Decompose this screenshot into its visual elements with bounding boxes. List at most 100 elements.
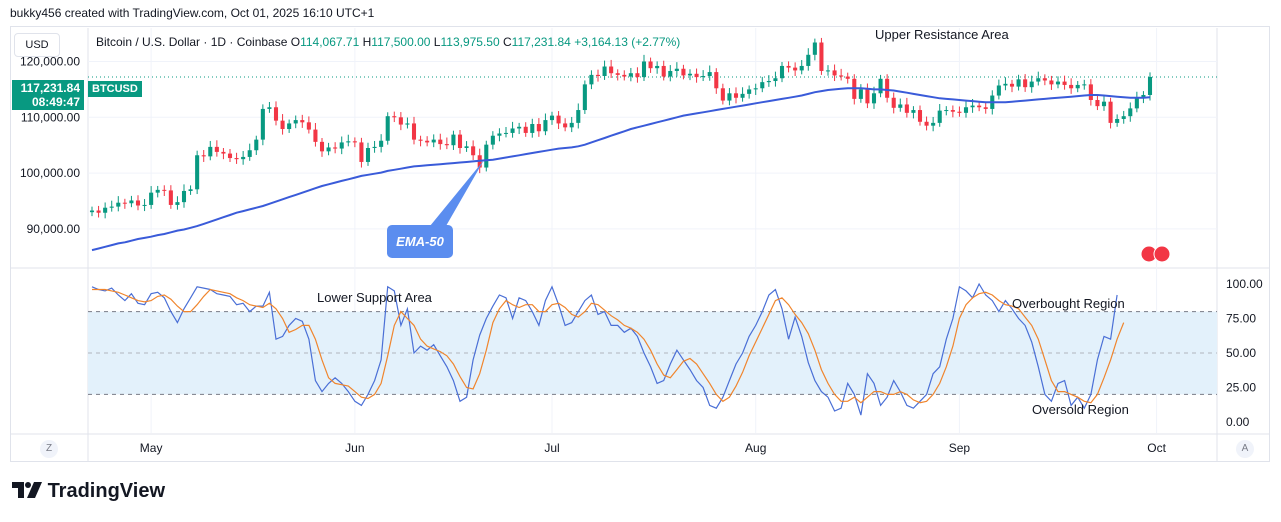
symbol-badge: BTCUSD [88, 81, 142, 97]
candle-body [819, 42, 824, 71]
candle-body [681, 68, 686, 76]
candle-body [1134, 98, 1139, 109]
time-tick-label: Oct [1147, 441, 1166, 455]
candle-body [885, 78, 890, 98]
currency-button[interactable]: USD [14, 33, 60, 57]
candle-body [845, 76, 850, 79]
candle-body [1069, 84, 1074, 89]
candle-body [753, 88, 758, 90]
candle-body [247, 150, 252, 157]
ema-callout-pointer [430, 160, 484, 226]
candle-body [924, 121, 929, 126]
candle-body [937, 110, 942, 123]
candle-body [444, 144, 449, 146]
candle-body [977, 105, 982, 108]
time-tick-label: Sep [949, 441, 971, 455]
legend-high: H117,500.00 [362, 35, 431, 49]
candle-body [779, 65, 785, 79]
candle-body [1088, 84, 1093, 100]
candle-body [1101, 101, 1107, 107]
candle-body [438, 139, 443, 145]
candle-body [865, 89, 870, 104]
candle-body [464, 146, 469, 148]
overbought-annotation: Overbought Region [1012, 296, 1125, 311]
time-tick-label: Jul [544, 441, 559, 455]
candle-body [996, 85, 1001, 96]
candle-body [1121, 116, 1126, 119]
candle-body [221, 151, 226, 154]
candle-body [549, 115, 555, 121]
candle-body [799, 65, 804, 71]
candle-body [89, 210, 95, 213]
candle-body [1075, 84, 1080, 89]
candle-body [484, 144, 489, 168]
candle-body [333, 147, 338, 149]
candle-body [668, 70, 673, 77]
candle-body [346, 141, 351, 143]
candle-body [595, 74, 601, 76]
candle-body [871, 93, 877, 104]
candle-body [326, 147, 331, 152]
candle-body [694, 73, 699, 78]
candle-body [1062, 81, 1067, 85]
candle-body [858, 89, 863, 99]
candle-body [96, 210, 101, 213]
candle-body [372, 146, 377, 148]
candle-body [760, 82, 765, 89]
candle-body [622, 74, 627, 77]
candle-body [911, 110, 916, 113]
candle-body [786, 65, 791, 68]
candle-body [1128, 108, 1133, 117]
candle-body [832, 70, 837, 76]
scale-left-button[interactable]: Z [40, 440, 58, 458]
candle-body [891, 97, 896, 108]
candle-body [510, 128, 515, 133]
candle-body [793, 67, 798, 71]
candle-body [615, 73, 620, 75]
candle-body [628, 73, 633, 77]
auto-scale-button[interactable]: A [1236, 440, 1254, 458]
candle-body [181, 190, 187, 203]
logo-text: TradingView [47, 480, 166, 502]
candle-body [267, 107, 272, 109]
legend-low: L113,975.50 [433, 35, 500, 49]
candle-body [648, 61, 653, 69]
stoch-tick-label: 75.00 [1226, 312, 1256, 326]
upper-resistance-annotation: Upper Resistance Area [875, 27, 1009, 42]
candle-body [1141, 94, 1146, 99]
candle-body [497, 133, 502, 136]
candle-body [1082, 84, 1087, 86]
candle-body [825, 70, 831, 72]
candle-body [576, 110, 581, 123]
bar-countdown: 08:49:47 [31, 95, 80, 109]
candle-body [300, 120, 305, 123]
candle-body [392, 116, 397, 118]
tradingview-logo: TradingView [12, 480, 165, 503]
ema50-line [91, 87, 1151, 252]
candle-body [168, 190, 173, 205]
candle-body [812, 42, 817, 55]
candle-body [878, 78, 883, 94]
candle-body [385, 116, 390, 141]
candle-body [188, 189, 193, 191]
candle-body [313, 129, 318, 142]
chart-frame [10, 26, 1270, 462]
candle-body [898, 104, 903, 108]
candle-body [720, 88, 725, 101]
candle-body [352, 141, 357, 143]
candle-body [517, 126, 522, 129]
candle-body [536, 124, 541, 132]
candle-body [1036, 78, 1041, 82]
candle-body [1023, 79, 1028, 88]
candle-body [451, 134, 456, 146]
candle-body [740, 93, 745, 98]
candle-body [687, 73, 693, 76]
candle-body [563, 123, 568, 128]
time-tick-label: Jun [345, 441, 364, 455]
candle-body [556, 115, 561, 124]
candle-body [569, 122, 574, 128]
candle-body [293, 120, 298, 124]
candle-body [457, 134, 463, 148]
ema-callout: EMA-50 [387, 225, 453, 258]
